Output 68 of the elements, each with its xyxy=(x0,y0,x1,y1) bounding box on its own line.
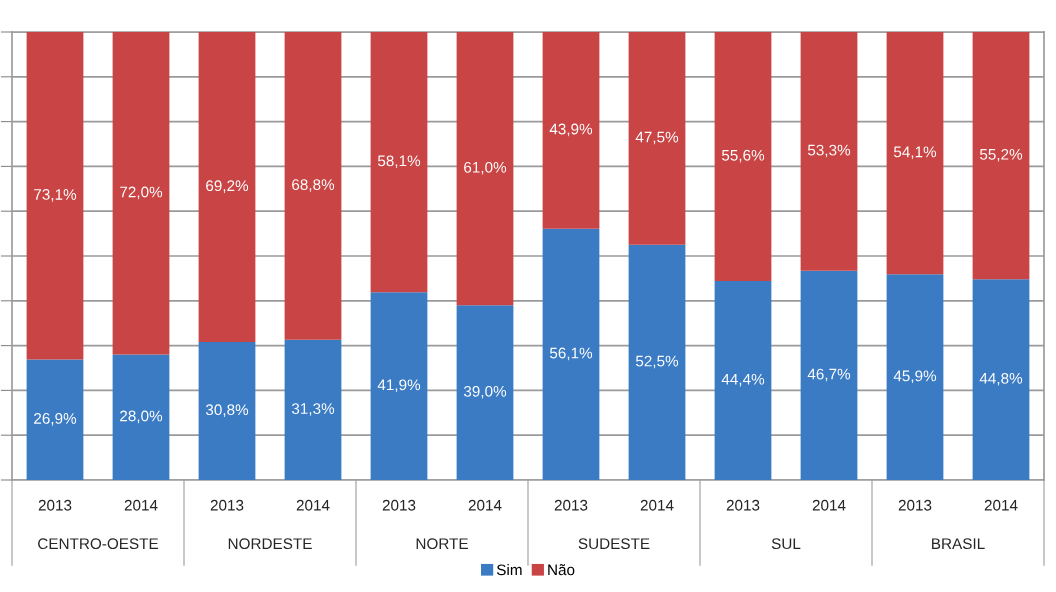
data-label: 69,2% xyxy=(206,180,249,193)
text: CENTRO-OESTE xyxy=(38,538,159,550)
bar xyxy=(800,270,858,480)
bar xyxy=(628,244,686,480)
data-label: 44,8% xyxy=(979,372,1023,386)
data-label: 47,5% xyxy=(635,131,679,145)
bar xyxy=(112,32,170,355)
x-tick-label: 2013 xyxy=(554,499,588,511)
bar xyxy=(628,32,686,245)
bar xyxy=(112,354,170,480)
text: BRASIL xyxy=(932,538,985,550)
data-label: 44,4% xyxy=(721,373,765,387)
legend-label: Sim xyxy=(496,564,522,576)
data-label: 55,6% xyxy=(721,149,765,163)
x-tick-label: 2014 xyxy=(296,499,330,511)
x-tick-label: 2013 xyxy=(898,499,932,511)
text: NORDESTE xyxy=(228,538,312,550)
data-label: 54,1% xyxy=(893,146,937,160)
data-label: 30,8% xyxy=(205,404,249,417)
bar xyxy=(714,32,772,282)
bar xyxy=(886,32,944,275)
data-label: 53,3% xyxy=(807,144,851,158)
data-label: 56,1% xyxy=(549,347,593,361)
data-label: 52,5% xyxy=(635,355,679,369)
bar xyxy=(198,32,256,343)
data-label: 43,9% xyxy=(549,123,593,137)
bar xyxy=(26,359,84,480)
x-tick-label: 2014 xyxy=(124,499,158,511)
text: SUDESTE xyxy=(578,538,650,550)
bar xyxy=(542,32,600,229)
bar xyxy=(370,32,428,293)
bar xyxy=(456,32,514,306)
x-tick-label: 2014 xyxy=(640,499,674,511)
bar xyxy=(284,32,342,340)
data-label: 61,0% xyxy=(464,161,507,175)
legend-label: Não xyxy=(548,564,575,576)
data-label: 68,8% xyxy=(292,179,335,192)
data-label: 28,0% xyxy=(120,410,163,424)
bar xyxy=(542,228,600,480)
data-label: 31,3% xyxy=(291,403,335,416)
bar xyxy=(456,305,514,480)
x-tick-label: 2013 xyxy=(382,499,416,511)
data-label: 58,1% xyxy=(377,155,421,169)
x-tick-label: 2014 xyxy=(468,499,502,511)
bar xyxy=(972,279,1030,480)
bar xyxy=(714,281,772,480)
bar xyxy=(284,339,342,480)
bar xyxy=(370,292,428,480)
bar xyxy=(26,32,84,360)
data-label: 73,1% xyxy=(34,189,77,202)
data-label: 45,9% xyxy=(893,370,937,384)
x-tick-label: 2014 xyxy=(984,499,1018,511)
data-label: 41,9% xyxy=(377,379,421,393)
bar xyxy=(886,274,944,480)
bar xyxy=(800,32,858,271)
text: NORTE xyxy=(416,538,468,550)
text: SUL xyxy=(771,538,801,550)
x-tick-label: 2013 xyxy=(726,499,760,511)
x-tick-label: 2014 xyxy=(812,499,846,511)
x-tick-label: 2013 xyxy=(38,499,72,511)
bar xyxy=(972,32,1030,280)
data-label: 46,7% xyxy=(807,368,851,382)
data-label: 26,9% xyxy=(34,413,77,426)
data-label: 72,0% xyxy=(120,186,163,200)
data-label: 39,0% xyxy=(463,385,507,399)
data-label: 55,2% xyxy=(979,148,1023,162)
bar xyxy=(198,342,256,480)
x-tick-label: 2013 xyxy=(210,499,244,511)
